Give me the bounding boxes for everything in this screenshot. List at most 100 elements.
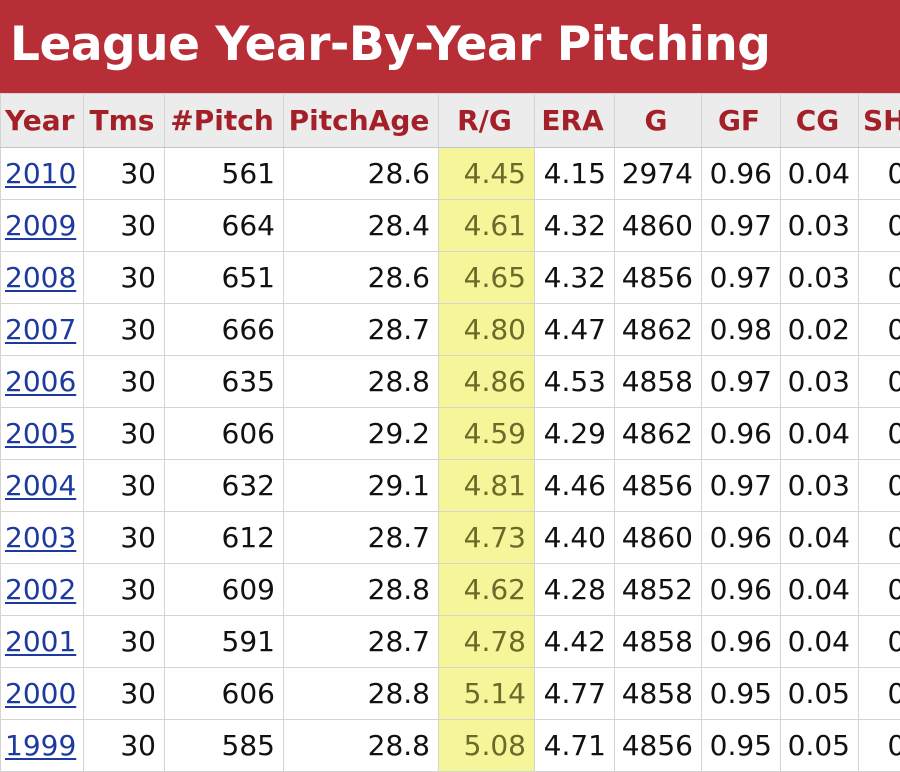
gf-cell: 0.96: [701, 511, 781, 564]
pitch-cell: 609: [164, 563, 284, 616]
year-cell: 2001: [0, 615, 84, 668]
pitchage-cell: 28.7: [283, 615, 439, 668]
year-link[interactable]: 2008: [5, 261, 77, 294]
g-cell: 4858: [614, 355, 702, 408]
pitch-cell: 632: [164, 459, 284, 512]
year-link[interactable]: 2006: [5, 365, 77, 398]
pitchage-cell: 28.4: [283, 199, 439, 252]
col-header-era[interactable]: ERA: [534, 93, 615, 148]
cg-cell: 0.05: [780, 719, 859, 772]
g-cell: 4860: [614, 199, 702, 252]
col-header-pitchage[interactable]: PitchAge: [283, 93, 439, 148]
cg-cell: 0.03: [780, 355, 859, 408]
year-cell: 1999: [0, 719, 84, 772]
era-cell: 4.46: [534, 459, 615, 512]
year-cell: 2000: [0, 667, 84, 720]
title-bar: League Year-By-Year Pitching: [0, 0, 900, 93]
cg-cell: 0.02: [780, 303, 859, 356]
tms-cell: 30: [83, 667, 165, 720]
gf-cell: 0.97: [701, 251, 781, 304]
tms-cell: 30: [83, 199, 165, 252]
year-link[interactable]: 2010: [5, 157, 77, 190]
table-body: 20103056128.64.454.1529740.960.040.02009…: [0, 147, 900, 772]
sh-cell: 0.0: [858, 511, 900, 564]
cg-cell: 0.03: [780, 251, 859, 304]
year-link[interactable]: 2004: [5, 469, 77, 502]
year-link[interactable]: 2009: [5, 209, 77, 242]
year-cell: 2010: [0, 147, 84, 200]
gf-cell: 0.97: [701, 199, 781, 252]
col-header-gf[interactable]: GF: [701, 93, 781, 148]
col-header-tms[interactable]: Tms: [83, 93, 165, 148]
header-row: Year Tms #Pitch PitchAge R/G ERA G GF CG…: [0, 93, 900, 148]
g-cell: 4858: [614, 615, 702, 668]
cg-cell: 0.04: [780, 563, 859, 616]
g-cell: 4862: [614, 303, 702, 356]
g-cell: 4856: [614, 459, 702, 512]
gf-cell: 0.95: [701, 667, 781, 720]
col-header-cg[interactable]: CG: [780, 93, 859, 148]
year-cell: 2003: [0, 511, 84, 564]
tms-cell: 30: [83, 511, 165, 564]
year-cell: 2004: [0, 459, 84, 512]
pitchage-cell: 28.7: [283, 511, 439, 564]
gf-cell: 0.97: [701, 459, 781, 512]
rg-cell: 4.65: [438, 251, 535, 304]
pitch-cell: 561: [164, 147, 284, 200]
pitch-cell: 591: [164, 615, 284, 668]
col-header-sh[interactable]: SH: [858, 93, 900, 148]
pitch-cell: 651: [164, 251, 284, 304]
page-title: League Year-By-Year Pitching: [10, 17, 771, 72]
g-cell: 4858: [614, 667, 702, 720]
year-link[interactable]: 1999: [5, 729, 77, 762]
tms-cell: 30: [83, 407, 165, 460]
year-cell: 2007: [0, 303, 84, 356]
era-cell: 4.32: [534, 251, 615, 304]
cg-cell: 0.04: [780, 615, 859, 668]
sh-cell: 0.0: [858, 147, 900, 200]
pitch-cell: 666: [164, 303, 284, 356]
year-link[interactable]: 2003: [5, 521, 77, 554]
pitching-table: Year Tms #Pitch PitchAge R/G ERA G GF CG…: [0, 93, 900, 772]
gf-cell: 0.95: [701, 719, 781, 772]
pitchage-cell: 29.2: [283, 407, 439, 460]
col-header-year[interactable]: Year: [0, 93, 84, 148]
g-cell: 4862: [614, 407, 702, 460]
year-link[interactable]: 2002: [5, 573, 77, 606]
pitchage-cell: 28.8: [283, 719, 439, 772]
tms-cell: 30: [83, 615, 165, 668]
year-cell: 2005: [0, 407, 84, 460]
era-cell: 4.15: [534, 147, 615, 200]
year-link[interactable]: 2005: [5, 417, 77, 450]
pitch-cell: 664: [164, 199, 284, 252]
year-link[interactable]: 2007: [5, 313, 77, 346]
sh-cell: 0.0: [858, 199, 900, 252]
cg-cell: 0.03: [780, 459, 859, 512]
pitchage-cell: 28.8: [283, 563, 439, 616]
tms-cell: 30: [83, 563, 165, 616]
col-header-pitch[interactable]: #Pitch: [164, 93, 284, 148]
rg-cell: 4.81: [438, 459, 535, 512]
sh-cell: 0.0: [858, 407, 900, 460]
rg-cell: 4.80: [438, 303, 535, 356]
col-header-g[interactable]: G: [614, 93, 702, 148]
era-cell: 4.77: [534, 667, 615, 720]
tms-cell: 30: [83, 355, 165, 408]
year-link[interactable]: 2000: [5, 677, 77, 710]
year-link[interactable]: 2001: [5, 625, 77, 658]
pitchage-cell: 28.8: [283, 667, 439, 720]
pitchage-cell: 28.6: [283, 251, 439, 304]
col-header-rg[interactable]: R/G: [438, 93, 535, 148]
pitch-cell: 606: [164, 407, 284, 460]
sh-cell: 0.0: [858, 355, 900, 408]
gf-cell: 0.96: [701, 407, 781, 460]
pitchage-cell: 28.6: [283, 147, 439, 200]
gf-cell: 0.96: [701, 563, 781, 616]
pitchage-cell: 28.7: [283, 303, 439, 356]
